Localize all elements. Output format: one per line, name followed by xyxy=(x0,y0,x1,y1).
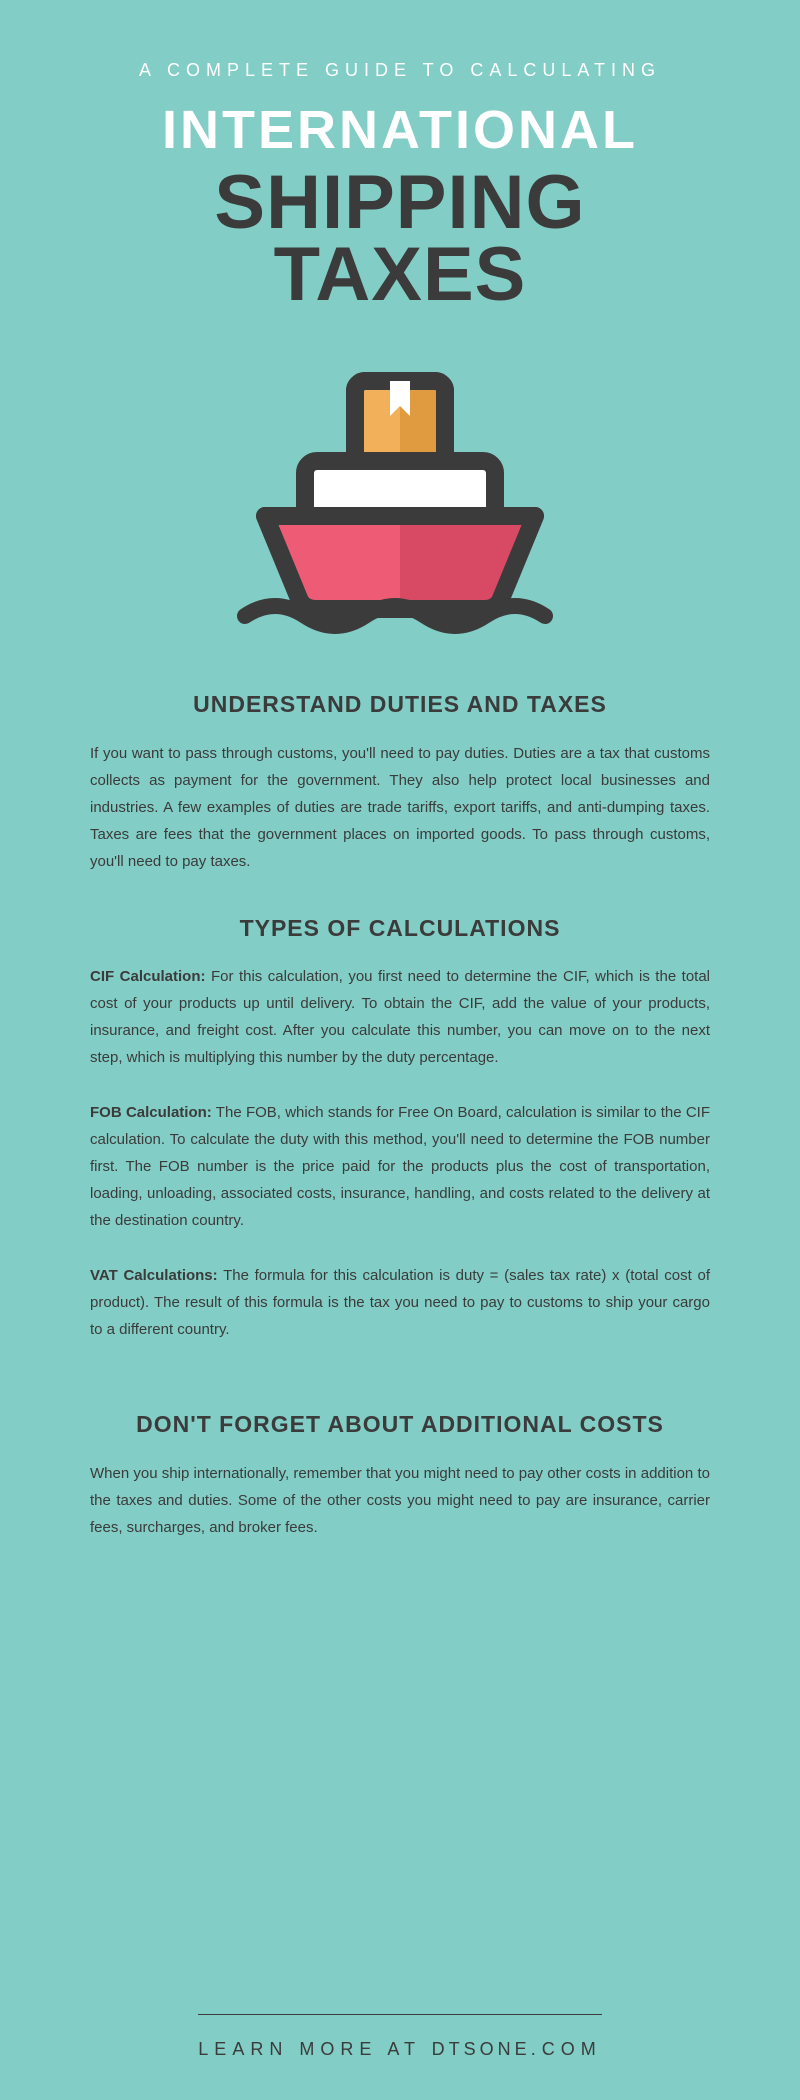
title-line-1: INTERNATIONAL xyxy=(162,99,638,161)
footer-rule xyxy=(198,2014,601,2015)
calc-vat-label: VAT Calculations: xyxy=(90,1267,218,1284)
page-container: A COMPLETE GUIDE TO CALCULATING INTERNAT… xyxy=(0,0,800,2100)
footer-prefix: LEARN MORE AT xyxy=(198,2039,431,2059)
ship-icon xyxy=(230,361,570,641)
calc-list: CIF Calculation: For this calculation, y… xyxy=(90,963,710,1371)
footer-domain: DTSONE xyxy=(432,2039,531,2059)
section-3-heading: DON'T FORGET ABOUT ADDITIONAL COSTS xyxy=(136,1411,664,1437)
calc-vat: VAT Calculations: The formula for this c… xyxy=(90,1262,710,1343)
section-1-heading: UNDERSTAND DUTIES AND TAXES xyxy=(193,691,607,717)
calc-fob-text: The FOB, which stands for Free On Board,… xyxy=(90,1104,710,1229)
title-line-2: SHIPPING TAXES xyxy=(90,167,710,311)
section-3-body: When you ship internationally, remember … xyxy=(90,1460,710,1541)
calc-fob-label: FOB Calculation: xyxy=(90,1104,212,1121)
section-2-heading: TYPES OF CALCULATIONS xyxy=(240,915,561,941)
footer: LEARN MORE AT DTSONE.COM xyxy=(198,1984,601,2060)
footer-suffix: .COM xyxy=(531,2039,602,2059)
overline-text: A COMPLETE GUIDE TO CALCULATING xyxy=(139,60,661,81)
calc-cif-label: CIF Calculation: xyxy=(90,968,206,985)
calc-cif: CIF Calculation: For this calculation, y… xyxy=(90,963,710,1071)
calc-fob: FOB Calculation: The FOB, which stands f… xyxy=(90,1099,710,1234)
section-1-body: If you want to pass through customs, you… xyxy=(90,740,710,875)
